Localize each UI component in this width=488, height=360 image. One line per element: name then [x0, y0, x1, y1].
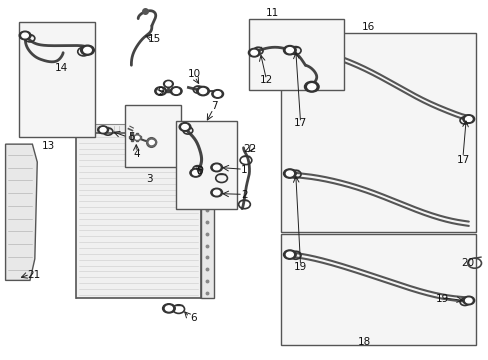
Text: 18: 18 — [357, 337, 370, 347]
Bar — [19, 22, 95, 137]
Circle shape — [157, 89, 163, 94]
Circle shape — [286, 171, 293, 176]
Bar — [249, 19, 344, 90]
Circle shape — [98, 126, 108, 134]
Text: 3: 3 — [146, 174, 152, 184]
Bar — [281, 33, 475, 232]
Circle shape — [182, 125, 188, 129]
Text: 9: 9 — [157, 87, 163, 97]
Circle shape — [162, 304, 175, 313]
Circle shape — [19, 31, 31, 40]
Circle shape — [210, 163, 222, 172]
Text: 13: 13 — [42, 141, 55, 151]
Circle shape — [283, 45, 296, 55]
Text: 22: 22 — [243, 144, 257, 154]
Bar — [88, 125, 212, 289]
Circle shape — [462, 115, 474, 123]
Circle shape — [213, 165, 220, 170]
Circle shape — [465, 298, 471, 303]
Text: 17: 17 — [293, 118, 306, 128]
Bar — [76, 134, 200, 298]
Bar — [200, 134, 214, 298]
Text: 11: 11 — [265, 8, 279, 18]
Text: 12: 12 — [259, 75, 272, 85]
Circle shape — [165, 82, 171, 86]
Text: 15: 15 — [147, 34, 161, 44]
Circle shape — [155, 87, 166, 95]
Circle shape — [248, 48, 260, 57]
Circle shape — [196, 86, 209, 96]
Circle shape — [286, 48, 293, 53]
Text: 20: 20 — [460, 258, 473, 268]
Circle shape — [83, 48, 91, 53]
Circle shape — [192, 171, 199, 175]
Text: 10: 10 — [187, 69, 201, 79]
Circle shape — [283, 169, 296, 178]
Circle shape — [100, 128, 106, 132]
Circle shape — [214, 91, 221, 96]
Circle shape — [170, 87, 182, 95]
Circle shape — [133, 135, 141, 140]
Circle shape — [165, 306, 172, 311]
Bar — [125, 105, 181, 167]
Circle shape — [163, 80, 173, 87]
Circle shape — [135, 136, 139, 139]
Circle shape — [173, 89, 179, 94]
Circle shape — [210, 188, 222, 197]
Text: 5: 5 — [128, 132, 134, 142]
Circle shape — [286, 252, 293, 257]
Circle shape — [465, 117, 471, 121]
Circle shape — [283, 250, 296, 259]
Circle shape — [189, 168, 201, 177]
Text: 19: 19 — [293, 262, 306, 272]
Text: 16: 16 — [362, 22, 375, 32]
Text: 14: 14 — [55, 63, 68, 73]
Text: 4: 4 — [133, 149, 139, 159]
Circle shape — [213, 190, 220, 195]
Bar — [281, 234, 475, 345]
Text: 6: 6 — [190, 313, 196, 323]
Circle shape — [211, 90, 223, 98]
Circle shape — [179, 123, 190, 131]
Text: 19: 19 — [434, 294, 447, 304]
Text: 7: 7 — [210, 102, 217, 112]
Text: 21: 21 — [27, 270, 41, 280]
Circle shape — [304, 81, 319, 92]
Circle shape — [147, 139, 157, 146]
Text: 8: 8 — [196, 166, 203, 176]
Bar — [176, 121, 237, 209]
Circle shape — [250, 50, 257, 55]
Text: 1: 1 — [241, 165, 247, 175]
Polygon shape — [5, 144, 37, 280]
Circle shape — [199, 89, 206, 94]
Text: 2: 2 — [241, 190, 247, 200]
Circle shape — [22, 33, 28, 38]
Circle shape — [149, 140, 154, 144]
Circle shape — [307, 84, 315, 90]
Circle shape — [462, 296, 474, 305]
Circle shape — [81, 45, 94, 55]
Text: 17: 17 — [455, 155, 468, 165]
